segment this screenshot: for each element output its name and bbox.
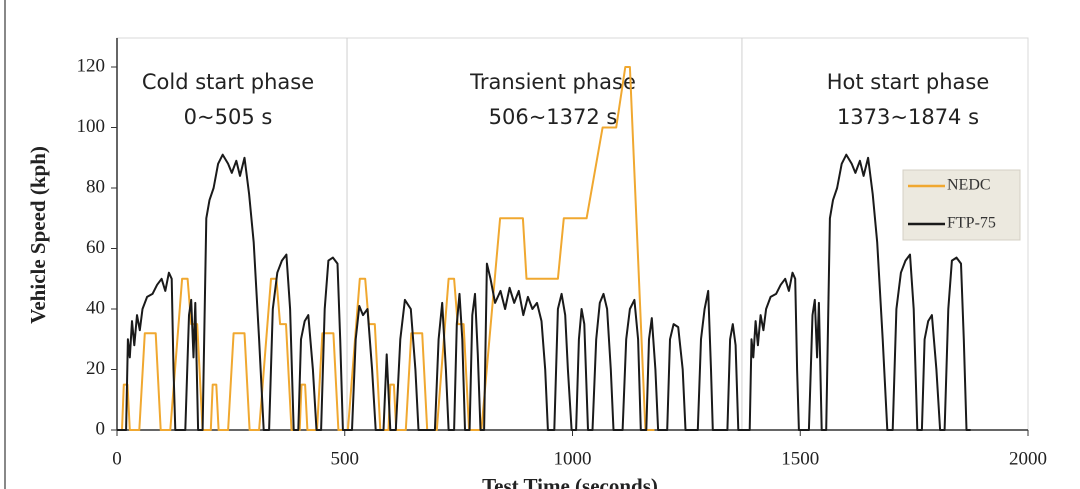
legend-label: FTP-75	[947, 215, 996, 232]
phase-annotation: 1373~1874 s	[837, 105, 979, 129]
y-tick-label: 0	[96, 418, 106, 439]
x-tick-label: 1500	[781, 448, 819, 469]
x-tick-label: 1000	[554, 448, 592, 469]
phase-annotation: Transient phase	[469, 70, 636, 94]
x-tick-label: 500	[331, 448, 360, 469]
x-tick-label: 0	[112, 448, 122, 469]
phase-annotation: Hot start phase	[827, 70, 990, 94]
x-tick-label: 2000	[1009, 448, 1047, 469]
y-axis-label: Vehicle Speed (kph)	[26, 146, 50, 324]
y-tick-label: 120	[77, 55, 106, 76]
legend-label: NEDC	[947, 177, 991, 194]
y-tick-label: 40	[86, 297, 105, 318]
phase-annotation: 506~1372 s	[489, 105, 618, 129]
phase-annotation: Cold start phase	[142, 70, 314, 94]
series-line	[117, 153, 971, 431]
legend-box	[902, 169, 1021, 241]
x-axis-label: Test Time (seconds)	[482, 474, 658, 489]
y-tick-label: 80	[86, 176, 105, 197]
y-tick-label: 100	[77, 116, 106, 137]
phase-annotation: 0~505 s	[184, 105, 273, 129]
y-tick-label: 20	[86, 358, 105, 379]
y-tick-label: 60	[86, 237, 105, 258]
